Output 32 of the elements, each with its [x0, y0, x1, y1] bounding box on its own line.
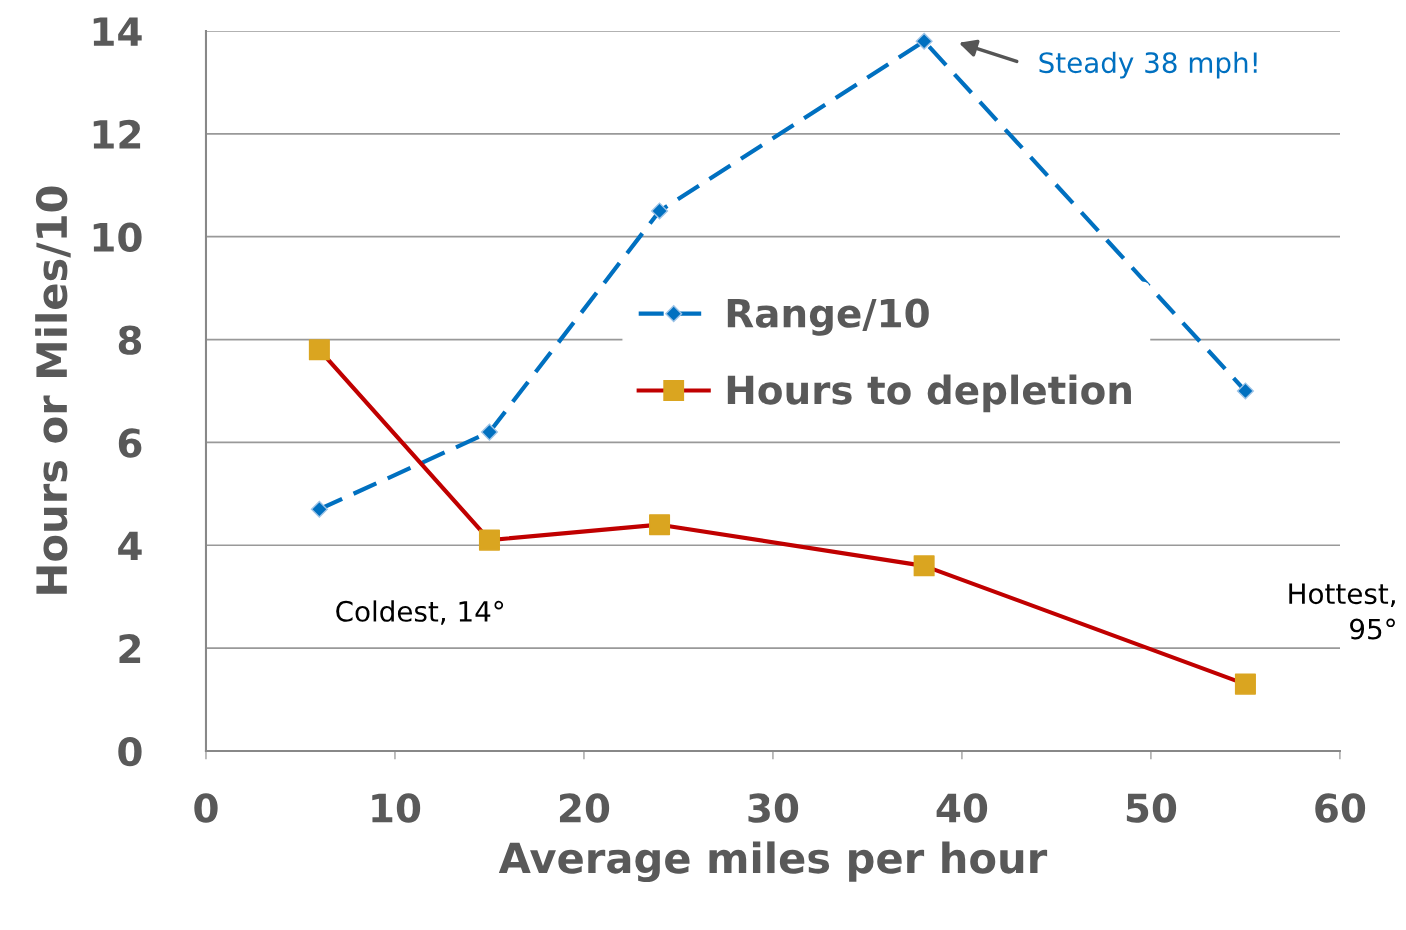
- y-tick-label: 6: [118, 428, 142, 458]
- x-axis-title: Average miles per hour: [498, 841, 1048, 883]
- point: [913, 555, 935, 577]
- y-tick-label: 4: [118, 531, 142, 561]
- point: [649, 514, 671, 536]
- x-tick-label: 60: [1315, 793, 1366, 823]
- legend-label: Range/10: [727, 298, 929, 336]
- y-tick-label: 0: [118, 736, 142, 767]
- x-tick-label: 40: [936, 793, 988, 823]
- point: [308, 339, 330, 361]
- x-tick-label: 10: [372, 793, 421, 823]
- y-axis-title: Hours or Miles/10: [35, 186, 71, 594]
- y-tick-label: 14: [93, 17, 142, 46]
- point: [651, 202, 669, 220]
- x-tick-label: 20: [559, 793, 610, 823]
- point: [480, 423, 499, 441]
- point: [478, 529, 500, 551]
- x-tick-label: 30: [748, 793, 799, 823]
- x-tick-label: 50: [1126, 793, 1177, 823]
- annotation: Steady 38 mph!: [1039, 51, 1257, 79]
- point: [915, 32, 933, 50]
- annotation: Coldest, 14°: [336, 600, 504, 625]
- annotation: Hottest, 95°: [1289, 583, 1395, 640]
- legend-label: Hours to depletion: [727, 374, 1131, 413]
- point: [1234, 673, 1256, 695]
- x-tick-label: 0: [194, 793, 218, 823]
- y-tick-label: 12: [93, 119, 141, 149]
- point: [1236, 382, 1254, 400]
- y-tick-label: 2: [119, 634, 141, 663]
- y-tick-label: 10: [93, 222, 142, 253]
- point: [310, 500, 328, 518]
- y-tick-label: 8: [118, 325, 142, 355]
